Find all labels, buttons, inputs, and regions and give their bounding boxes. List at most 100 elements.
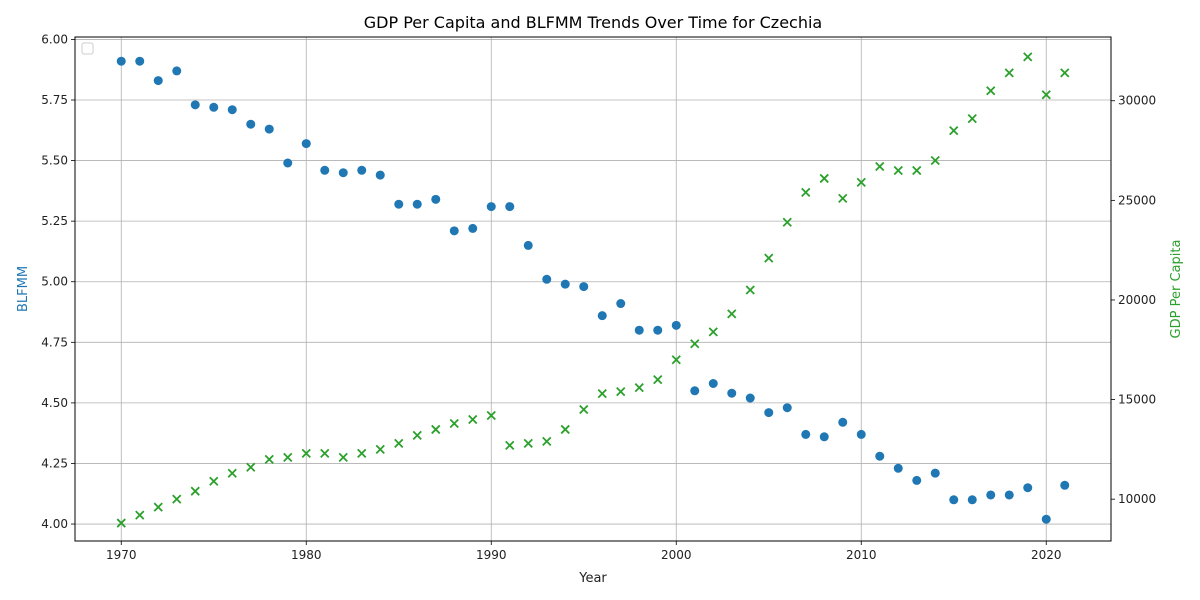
y-axis-left: 4.00 4.25 4.50 4.75 5.00 5.25 5.50 5.75 6.00: [41, 32, 75, 531]
gdp-point: [560, 424, 570, 435]
blfmm-point: [893, 463, 903, 473]
gdp-point: [301, 448, 311, 458]
gdp-point: [579, 404, 589, 415]
blfmm-point: [153, 76, 163, 86]
blfmm-point: [394, 199, 404, 209]
blfmm-point: [690, 386, 700, 396]
blfmm-point: [357, 165, 367, 175]
gdp-point: [486, 410, 496, 421]
y-left-tick-label: 4.75: [41, 335, 68, 349]
gdp-point: [357, 448, 367, 458]
gdp-point: [412, 430, 422, 441]
y-left-tick-label: 5.75: [41, 93, 68, 107]
x-tick-label: 2020: [1031, 548, 1062, 562]
gdp-point: [690, 339, 700, 349]
gdp-point: [708, 327, 718, 337]
blfmm-point: [579, 282, 589, 292]
gdp-point: [1023, 52, 1033, 62]
gdp-point: [949, 125, 959, 136]
blfmm-point: [523, 240, 533, 250]
blfmm-point: [1023, 483, 1033, 493]
blfmm-point: [671, 320, 681, 330]
gdp-point: [116, 518, 126, 528]
blfmm-point: [375, 170, 385, 180]
blfmm-point: [116, 56, 126, 66]
blfmm-point: [967, 495, 977, 505]
blfmm-point: [764, 408, 774, 418]
blfmm-point: [486, 202, 496, 212]
x-axis: 1970 1980 1990 2000 2010 2020: [106, 541, 1062, 562]
gdp-point: [616, 386, 626, 397]
y-right-tick-label: 10000: [1118, 492, 1156, 506]
gdp-point: [1041, 90, 1051, 100]
y-left-tick-label: 4.25: [41, 456, 68, 470]
legend-box: [81, 42, 94, 55]
blfmm-point: [1060, 480, 1070, 490]
y-left-tick-label: 4.00: [41, 517, 68, 531]
blfmm-point: [634, 325, 644, 335]
blfmm-point: [912, 475, 922, 485]
gdp-point: [782, 217, 792, 227]
y-right-tick-label: 30000: [1118, 94, 1156, 108]
gdp-point: [671, 355, 681, 365]
blfmm-point: [227, 105, 237, 115]
y-right-tick-label: 15000: [1118, 393, 1156, 407]
blfmm-point: [986, 490, 996, 500]
gdp-point: [505, 440, 515, 451]
blfmm-point: [597, 311, 607, 321]
blfmm-point: [949, 495, 959, 505]
gdp-point: [597, 388, 607, 399]
gdp-point: [449, 418, 459, 429]
gdp-point: [727, 309, 737, 319]
x-tick-label: 2010: [846, 548, 877, 562]
blfmm-point: [1004, 490, 1014, 500]
gdp-point: [523, 438, 533, 449]
blfmm-point: [653, 325, 663, 335]
gdp-point: [801, 187, 811, 198]
gdp-point: [153, 502, 163, 512]
y-left-tick-label: 5.25: [41, 214, 68, 228]
gdp-point: [819, 173, 829, 184]
blfmm-point: [209, 102, 219, 112]
gdp-point: [912, 165, 922, 176]
blfmm-point: [875, 451, 885, 461]
blfmm-point: [801, 429, 811, 439]
gdp-point: [634, 382, 644, 393]
blfmm-point: [264, 124, 274, 134]
gdp-point: [375, 444, 385, 455]
x-tick-label: 1980: [291, 548, 322, 562]
gdp-point: [1060, 68, 1070, 78]
gdp-point: [967, 114, 977, 124]
y-axis-left-label: BLFMM: [16, 266, 31, 312]
blfmm-point: [542, 274, 552, 284]
blfmm-point: [782, 403, 792, 413]
blfmm-point: [745, 393, 755, 403]
gdp-point: [1004, 68, 1014, 78]
blfmm-point: [246, 119, 256, 129]
plot-frame: [74, 36, 1112, 542]
blfmm-point: [727, 388, 737, 398]
blfmm-point: [135, 56, 145, 66]
blfmm-point: [856, 429, 866, 439]
gdp-point: [264, 454, 274, 464]
x-tick-label: 1990: [476, 548, 507, 562]
gdp-point: [172, 494, 182, 504]
gdp-point: [431, 424, 441, 435]
gdp-point: [893, 165, 903, 176]
gdp-point: [320, 448, 330, 458]
blfmm-point: [301, 139, 311, 149]
x-tick-label: 2000: [661, 548, 692, 562]
chart-title: GDP Per Capita and BLFMM Trends Over Tim…: [364, 13, 822, 32]
x-tick-label: 1970: [106, 548, 137, 562]
grid: [75, 37, 1111, 541]
blfmm-point: [190, 100, 200, 110]
blfmm-point: [838, 417, 848, 427]
blfmm-point: [560, 279, 570, 289]
gdp-point: [227, 468, 237, 478]
y-left-tick-label: 5.50: [41, 154, 68, 168]
gdp-point: [283, 452, 293, 462]
gdp-point: [338, 452, 348, 462]
gdp-point: [394, 438, 404, 449]
